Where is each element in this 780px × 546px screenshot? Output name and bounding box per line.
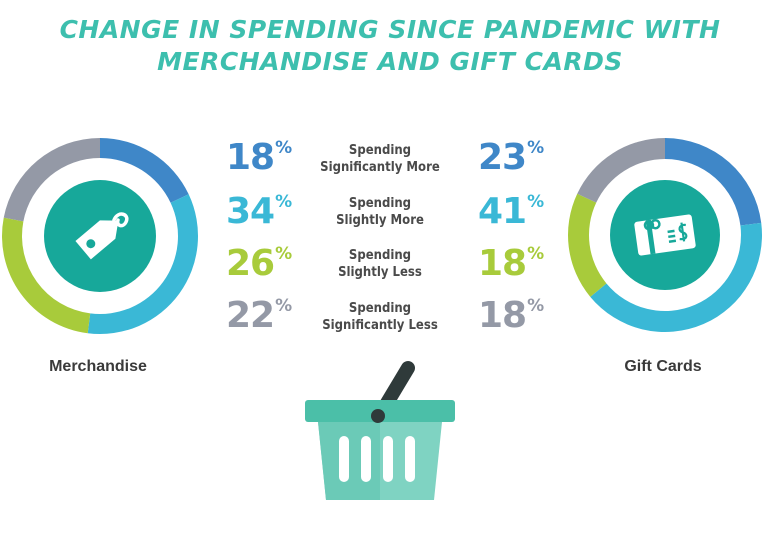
gift-card-icon [634,214,696,256]
category-significantly-more: Spending Significantly More [320,143,440,175]
gift-cards-slice-slightly-less [568,193,607,297]
gift-cards-slice-significantly-more [665,138,762,226]
merchandise-label: Merchandise [49,358,147,375]
merchandise-slice-slightly-more [87,194,199,334]
gift-cards-slice-slightly-more [590,222,762,332]
merchandise-slightly-less-value: 26% [226,243,292,284]
category-slightly-less: Spending Slightly Less [338,248,422,280]
gift-cards-significantly-more-value: 23% [478,137,544,178]
shopping-basket-icon [305,361,455,500]
merchandise-slice-significantly-more [100,138,189,203]
category-significantly-less: Spending Significantly Less [322,301,438,333]
merchandise-significantly-more-value: 18% [226,137,292,178]
merchandise-slice-significantly-less [3,138,101,222]
gift-cards-slightly-more-value: 41% [478,191,544,232]
gift-cards-significantly-less-value: 18% [478,295,544,336]
merchandise-significantly-less-value: 22% [226,295,292,336]
gift-cards-slice-significantly-less [577,138,665,203]
chart-title: CHANGE IN SPENDING SINCE PANDEMIC WITH M… [0,14,780,78]
gift-cards-slices [568,138,762,332]
merchandise-slightly-more-value: 34% [226,191,292,232]
price-tag-icon [75,212,129,260]
merchandise-slice-slightly-less [2,217,91,334]
merchandise-slices [2,138,199,334]
gift-cards-donut-chart [568,138,762,332]
chart-title-line-2: MERCHANDISE AND GIFT CARDS [157,47,623,76]
merchandise-donut-chart [2,138,199,334]
category-slightly-more: Spending Slightly More [336,196,424,228]
gift-cards-label: Gift Cards [624,358,702,375]
gift-cards-slightly-less-value: 18% [478,243,544,284]
chart-title-line-1: CHANGE IN SPENDING SINCE PANDEMIC WITH [59,15,721,44]
